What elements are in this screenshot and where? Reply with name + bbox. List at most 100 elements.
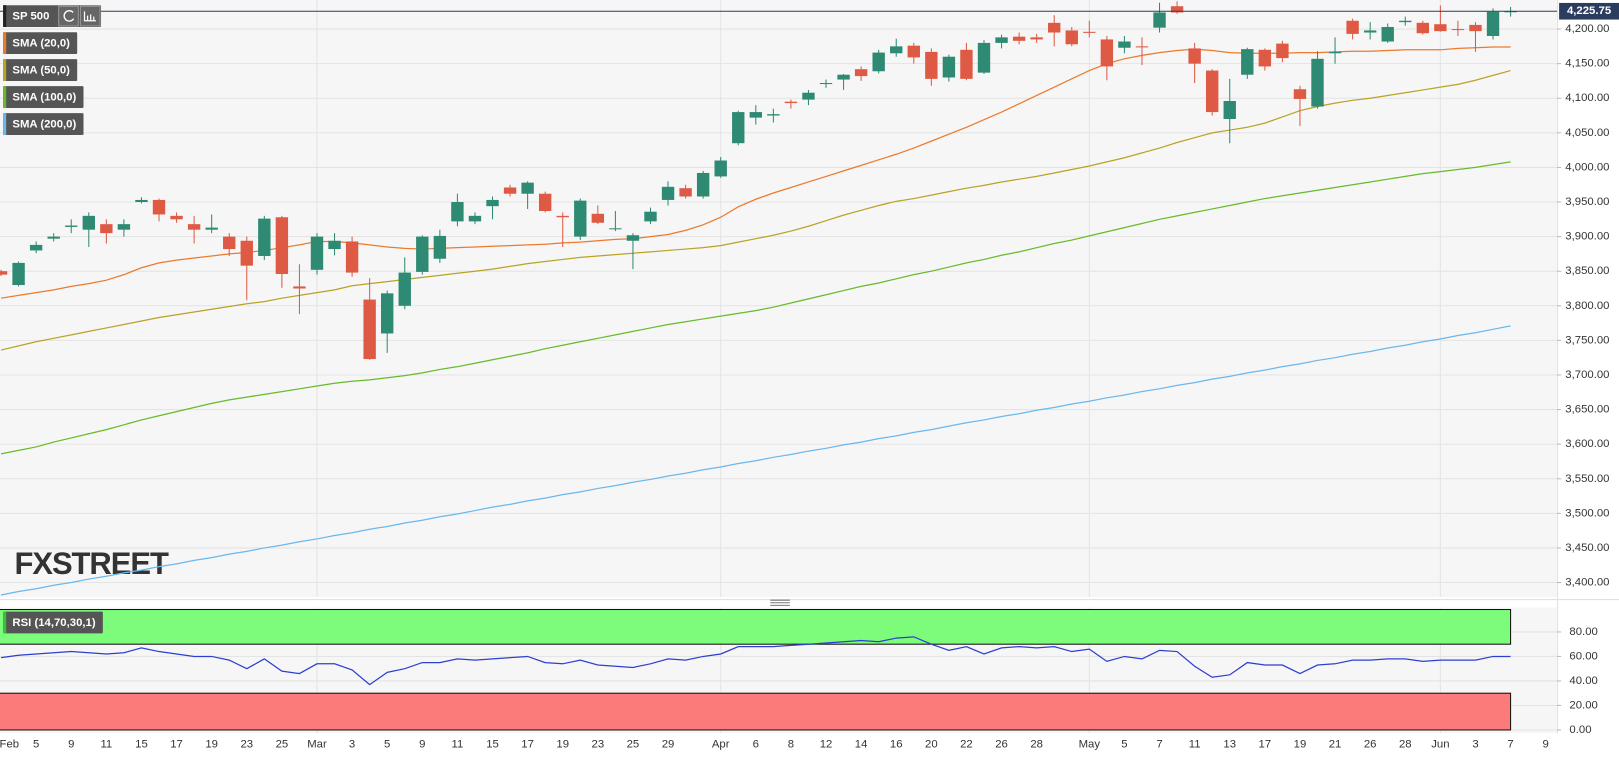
- candle-body: [328, 240, 341, 250]
- candle-body: [1381, 26, 1394, 42]
- candle-body: [556, 215, 569, 218]
- candle-body: [1346, 20, 1359, 34]
- candle-body: [574, 200, 587, 237]
- candle-body: [1065, 30, 1078, 45]
- y-tick-label: 3,750.00: [1565, 334, 1609, 346]
- legend-box: [3, 611, 103, 634]
- candle-body: [1118, 41, 1131, 48]
- legend-swatch: [3, 86, 7, 108]
- x-tick-label: 28: [1030, 738, 1043, 750]
- candle-body: [714, 160, 727, 177]
- candle-body: [1328, 51, 1342, 54]
- candle-body: [205, 227, 218, 230]
- candle-body: [381, 293, 394, 334]
- candle-body: [1486, 11, 1500, 36]
- rsi-area: [0, 608, 1512, 731]
- candle-body: [1030, 37, 1043, 40]
- legend-swatch: [3, 59, 7, 81]
- candle-body: [819, 83, 833, 85]
- y-tick-label: 3,550.00: [1565, 473, 1609, 485]
- candle-body: [521, 182, 534, 194]
- x-tick-label: 12: [820, 738, 833, 750]
- x-tick-label: 5: [384, 738, 390, 750]
- x-tick-label: Jun: [1431, 738, 1449, 750]
- y-tick-label: 3,700.00: [1565, 369, 1609, 381]
- legend-item[interactable]: SMA (50,0): [3, 59, 78, 81]
- candle-body: [258, 218, 271, 256]
- candle-body: [1363, 30, 1377, 33]
- x-tick-label: 17: [170, 738, 183, 750]
- candle-body: [451, 202, 464, 222]
- candle-body: [117, 224, 131, 230]
- x-tick-label: 25: [276, 738, 289, 750]
- y-tick-label: 4,050.00: [1565, 127, 1609, 139]
- candle-body: [1012, 36, 1026, 41]
- x-tick-label: 9: [419, 738, 425, 750]
- x-tick-label: 7: [1156, 738, 1162, 750]
- legend-swatch: [3, 32, 7, 54]
- x-tick-label: 3: [1472, 738, 1478, 750]
- legend-item[interactable]: SMA (100,0): [3, 86, 84, 108]
- candle-body: [363, 299, 376, 360]
- candle-body: [275, 217, 289, 274]
- legend-item[interactable]: RSI (14,70,30,1): [3, 611, 103, 634]
- y-tick-label: 4,100.00: [1565, 92, 1609, 104]
- candle-body: [977, 42, 991, 73]
- legend-item[interactable]: SMA (200,0): [3, 113, 84, 135]
- x-tick-label: 6: [753, 738, 759, 750]
- candle-body: [433, 235, 447, 259]
- candle-body: [1434, 24, 1447, 32]
- candle-body: [223, 236, 236, 250]
- x-tick-label: 11: [1189, 738, 1201, 750]
- x-tick-label: 28: [1399, 738, 1412, 750]
- y-tick-label: 4,000.00: [1565, 161, 1609, 173]
- candle-body: [1048, 22, 1061, 33]
- candle-body: [293, 286, 306, 289]
- x-tick-label: 17: [521, 738, 534, 750]
- legend-item[interactable]: SP 500: [3, 5, 102, 27]
- legend-swatch: [3, 5, 7, 27]
- candle-body: [100, 224, 113, 234]
- y-tick-label: 3,950.00: [1565, 196, 1609, 208]
- x-tick-label: 16: [890, 738, 903, 750]
- candle-body: [82, 215, 95, 230]
- candle-body: [626, 235, 640, 241]
- x-tick-label: 23: [240, 738, 253, 750]
- candle-body: [152, 199, 166, 215]
- watermark: FXSTREET: [14, 546, 168, 581]
- legend-label: SMA (50,0): [12, 65, 70, 77]
- y-tick-label: 4,150.00: [1565, 58, 1609, 70]
- x-tick-label: 15: [486, 738, 499, 750]
- candle-body: [907, 45, 920, 58]
- candle-body: [1416, 22, 1430, 34]
- x-tick-label: 19: [1294, 738, 1307, 750]
- legend-swatch: [3, 611, 7, 634]
- resize-handle[interactable]: [770, 599, 790, 606]
- x-tick-label: May: [1079, 738, 1101, 750]
- x-tick-label: 26: [1364, 738, 1377, 750]
- candle-body: [1135, 46, 1149, 48]
- x-tick-label: 9: [68, 738, 74, 750]
- x-tick-label: 19: [205, 738, 218, 750]
- candle-body: [1258, 49, 1272, 67]
- refresh-button[interactable]: [58, 5, 79, 27]
- candle-body: [732, 112, 745, 144]
- legend-box: [3, 86, 84, 108]
- candle-body: [486, 199, 499, 207]
- candle-body: [1188, 48, 1201, 64]
- x-tick-label: 23: [592, 738, 605, 750]
- candle-body: [609, 228, 622, 230]
- y-tick-label: 3,600.00: [1565, 438, 1609, 450]
- candle-body: [872, 52, 885, 72]
- candle-body: [925, 51, 938, 79]
- candle-body: [784, 101, 798, 104]
- candle-body: [310, 236, 324, 270]
- y-tick-label: 40.00: [1569, 675, 1597, 687]
- x-tick-label: 26: [995, 738, 1008, 750]
- y-tick-label: 3,900.00: [1565, 231, 1609, 243]
- line-series: [0, 69, 1511, 351]
- legend-item[interactable]: SMA (20,0): [3, 32, 78, 54]
